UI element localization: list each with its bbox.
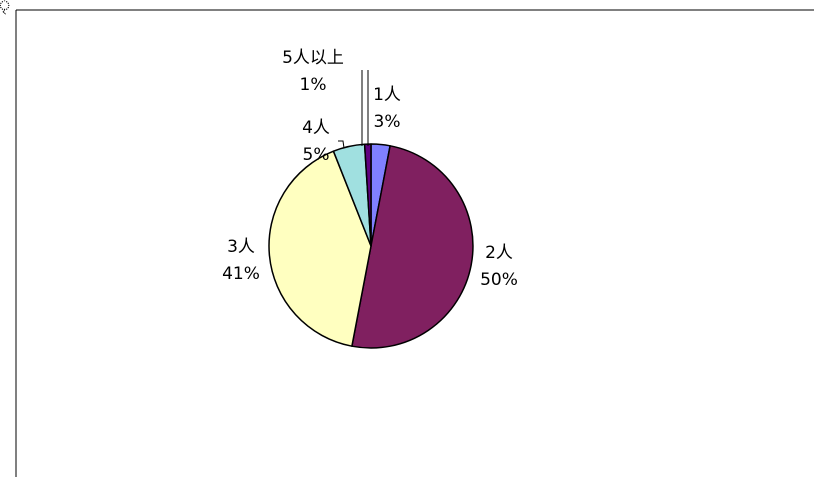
- corner-glyph: ৃ: [0, 0, 12, 14]
- data-label-percent-5: 1%: [300, 75, 327, 95]
- data-label-percent-2: 50%: [480, 270, 518, 290]
- leader-lines-layer: [338, 70, 369, 149]
- slices-layer: [268, 143, 474, 349]
- leader-line-4: [338, 140, 345, 149]
- data-label-percent-1: 3%: [374, 112, 401, 132]
- data-label-category-3: 3人: [227, 237, 255, 257]
- data-label-category-4: 4人: [302, 118, 330, 138]
- data-label-category-2: 2人: [485, 243, 513, 263]
- data-label-category-1: 1人: [373, 85, 401, 105]
- data-label-category-5: 5人以上: [282, 48, 344, 68]
- pie-slice-2: [351, 145, 474, 349]
- pie-slice-3: [268, 150, 372, 347]
- data-label-percent-4: 5%: [303, 145, 330, 165]
- data-label-percent-3: 41%: [222, 264, 260, 284]
- data-labels-layer: 1人 3% 2人 50% 3人 41% 4人 5% 5人以上 1%: [222, 48, 518, 290]
